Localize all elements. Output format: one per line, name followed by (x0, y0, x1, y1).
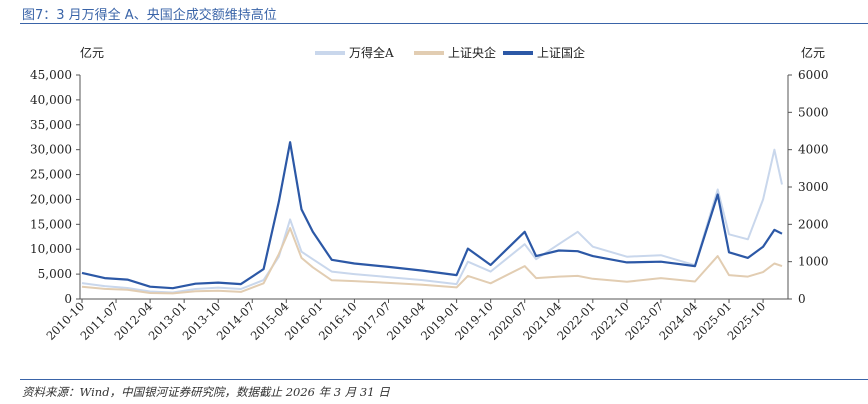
figure-title: 图7：3 月万得全 A、央国企成交额维持高位 (22, 8, 277, 23)
left-tick-label: 0 (64, 292, 72, 306)
left-axis-ticks: 0 5,000 10,000 15,000 20,000 25,000 30,000 35,0… (30, 68, 80, 306)
title-rule (20, 23, 868, 24)
left-tick-label: 5,000 (38, 267, 72, 281)
source-note: 资料来源：Wind，中国银河证券研究院，数据截止 2026 年 3 月 31 日 (22, 385, 390, 399)
right-axis-ticks: 0 1000 2000 3000 4000 5000 6000 (788, 68, 829, 306)
series-line (81, 227, 783, 295)
legend-label: 上证央企 (448, 45, 496, 60)
right-tick-label: 4000 (798, 143, 829, 157)
left-tick-label: 35,000 (30, 118, 72, 132)
right-tick-label: 1000 (798, 255, 829, 269)
left-tick-label: 45,000 (30, 68, 72, 82)
left-tick-label: 10,000 (30, 242, 72, 256)
right-tick-label: 5000 (798, 105, 829, 119)
source-rule (20, 379, 868, 380)
legend-label: 万得全A (349, 45, 394, 60)
x-tick-label: 2025-10 (725, 299, 769, 343)
x-axis-ticks: 2010-102011-072012-042013-012013-102014-… (43, 299, 768, 343)
left-tick-label: 15,000 (30, 217, 72, 231)
left-tick-label: 20,000 (30, 192, 72, 206)
series-line (81, 141, 783, 290)
right-tick-label: 2000 (798, 217, 829, 231)
left-tick-label: 25,000 (30, 168, 72, 182)
left-axis-unit: 亿元 (80, 45, 104, 60)
right-tick-label: 6000 (798, 68, 829, 82)
legend: 万得全A 上证央企 上证国企 (315, 45, 585, 60)
right-axis-unit: 亿元 (801, 45, 825, 60)
right-tick-label: 0 (798, 292, 806, 306)
left-tick-label: 30,000 (30, 143, 72, 157)
series-layer (81, 141, 783, 295)
left-tick-label: 40,000 (30, 93, 72, 107)
right-tick-label: 3000 (798, 180, 829, 194)
legend-label: 上证国企 (537, 45, 585, 60)
